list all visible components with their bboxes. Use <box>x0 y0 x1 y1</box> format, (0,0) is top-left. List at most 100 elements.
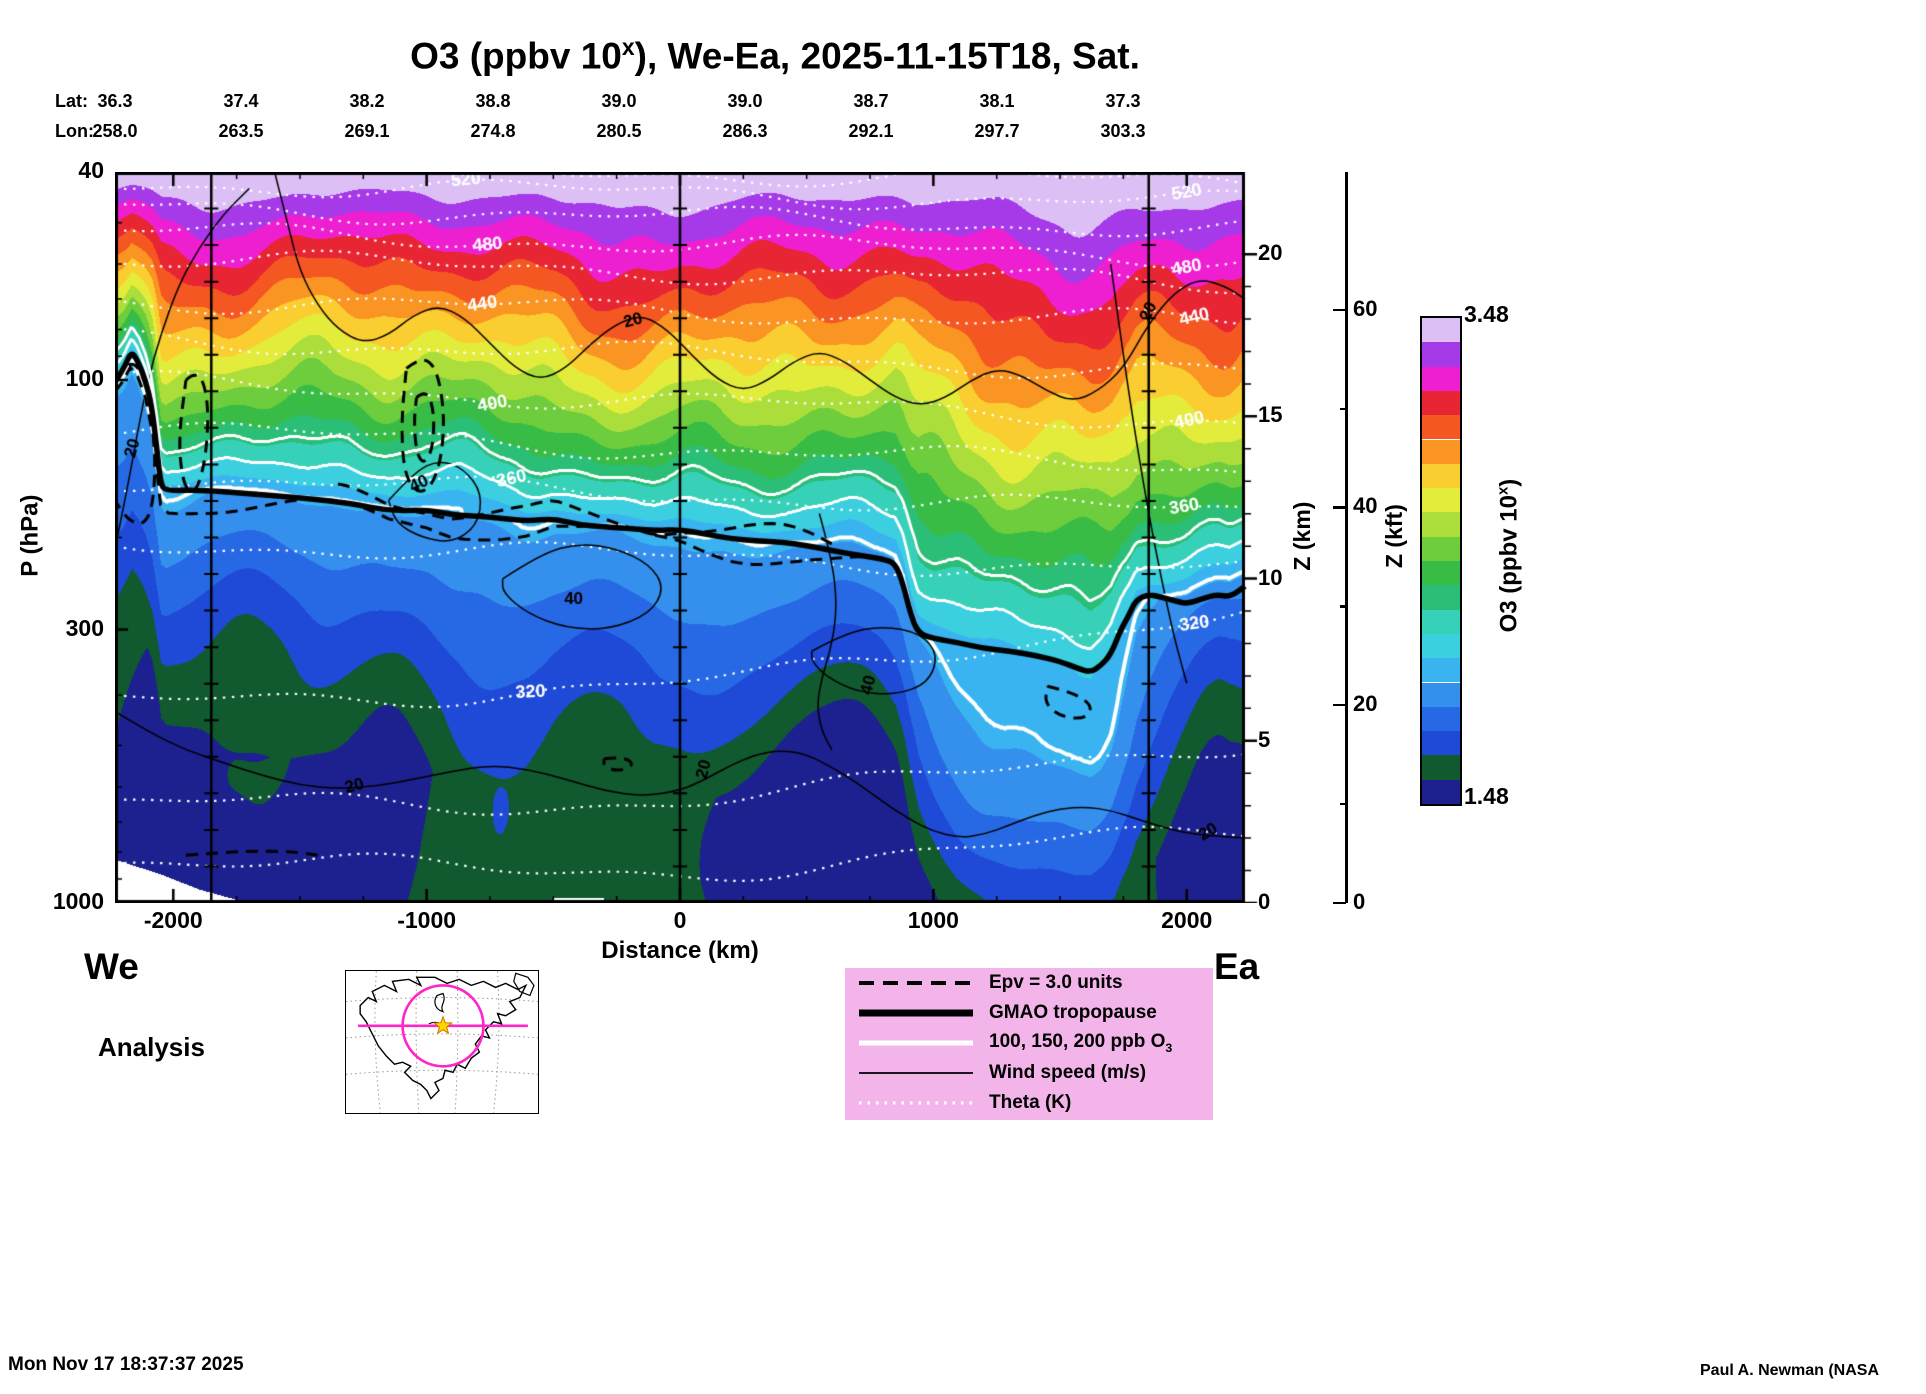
colorbar-band <box>1422 755 1460 780</box>
distance-tick-label: -1000 <box>397 907 457 933</box>
legend-item-label: GMAO tropopause <box>989 1002 1157 1023</box>
colorbar-title-superscript: x <box>1495 486 1512 496</box>
legend-item-label: 100, 150, 200 ppb O3 <box>989 1031 1173 1055</box>
z-km-tick-label: 0 <box>1258 889 1271 914</box>
legend-item: 100, 150, 200 ppb O3 <box>845 1028 1213 1058</box>
west-endpoint-label: We <box>84 946 139 987</box>
lon-value: 280.5 <box>596 121 642 141</box>
z-kft-tick <box>1340 803 1346 806</box>
z-kft-axis-line <box>1345 172 1348 903</box>
page-title: O3 (ppbv 10x), We-Ea, 2025-11-15T18, Sat… <box>100 34 1450 77</box>
z-kft-tick <box>1333 506 1346 509</box>
z-kft-tick <box>1333 308 1346 311</box>
colorbar-band <box>1422 779 1460 804</box>
lon-row-label: Lon: <box>55 121 94 141</box>
z-kft-tick <box>1340 605 1346 608</box>
z-kft-tick-label: 60 <box>1353 295 1378 321</box>
title-suffix: ), We-Ea, 2025-11-15T18, Sat. <box>634 35 1140 77</box>
legend-item: Theta (K) <box>845 1088 1213 1118</box>
lon-value: 263.5 <box>218 121 264 141</box>
colorbar-band <box>1422 366 1460 391</box>
location-star <box>432 1015 454 1035</box>
z-kft-tick <box>1333 902 1346 905</box>
colorbar-min-label: 1.48 <box>1464 783 1509 809</box>
z-km-tick-label: 15 <box>1258 402 1283 428</box>
legend-item-label: Epv = 3.0 units <box>989 972 1123 993</box>
z-kft-tick-label: 20 <box>1353 691 1378 717</box>
graticule <box>346 971 538 1113</box>
lat-value: 37.3 <box>1105 91 1141 111</box>
colorbar-band <box>1422 706 1460 732</box>
z-kft-tick <box>1340 407 1346 410</box>
colorbar-max-label: 3.48 <box>1464 301 1509 327</box>
colorbar-band <box>1422 439 1460 464</box>
colorbar-title-prefix: O3 (ppbv 10 <box>1495 495 1523 633</box>
colorbar-band <box>1422 536 1460 561</box>
z-km-tick-label: 20 <box>1258 240 1283 266</box>
distance-axis-title: Distance (km) <box>601 937 759 964</box>
lat-value: 38.2 <box>349 91 385 111</box>
graticule-line <box>454 971 459 1113</box>
z-km-tick-label: 10 <box>1258 564 1283 590</box>
colorbar-title: O3 (ppbv 10x) <box>1495 416 1523 696</box>
timestamp: Mon Nov 17 18:37:37 2025 <box>8 1354 244 1375</box>
legend-line-dashed-black <box>859 981 973 985</box>
lat-value: 38.8 <box>475 91 511 111</box>
z-kft-tick <box>1333 704 1346 707</box>
pressure-tick-label: 1000 <box>52 888 104 914</box>
colorbar-band <box>1422 658 1460 683</box>
lon-value: 274.8 <box>470 121 516 141</box>
analysis-label: Analysis <box>98 1032 205 1062</box>
pressure-tick-label: 40 <box>78 157 104 183</box>
distance-tick-label: 0 <box>673 907 687 933</box>
lat-value: 37.4 <box>223 91 259 111</box>
z-kft-tick-label: 40 <box>1353 493 1378 519</box>
graticule-line <box>493 971 500 1113</box>
colorbar-band <box>1422 731 1460 756</box>
lon-value: 286.3 <box>722 121 768 141</box>
colorbar-band <box>1422 488 1460 513</box>
pressure-axis-title: P (hPa) <box>16 494 44 577</box>
legend-line-thick-black <box>859 1009 973 1017</box>
legend-item-label: Theta (K) <box>989 1092 1072 1113</box>
lon-value: 269.1 <box>344 121 390 141</box>
lat-value: 39.0 <box>601 91 637 111</box>
colorbar-band <box>1422 463 1460 489</box>
cross-section-extent-circle <box>401 984 485 1068</box>
legend-item: GMAO tropopause <box>845 998 1213 1028</box>
lat-value: 38.1 <box>979 91 1015 111</box>
colorbar-band <box>1422 318 1460 343</box>
colorbar-band <box>1422 609 1460 634</box>
distance-tick-label: 2000 <box>1161 907 1213 933</box>
lon-value: 258.0 <box>92 121 138 141</box>
location-inset-map <box>345 970 539 1114</box>
lon-value: 303.3 <box>1100 121 1146 141</box>
legend-item: Wind speed (m/s) <box>845 1058 1213 1088</box>
colorbar-band <box>1422 682 1460 707</box>
legend: Epv = 3.0 units GMAO tropopause 100, 150, … <box>845 968 1213 1120</box>
coastline <box>359 976 528 1100</box>
z-km-tick-label: 5 <box>1258 726 1271 752</box>
east-endpoint-label: Ea <box>1214 946 1260 987</box>
z-kft-tick-label: 0 <box>1353 889 1366 914</box>
title-superscript: x <box>621 34 635 60</box>
colorbar-band <box>1422 561 1460 586</box>
pressure-tick-label: 300 <box>65 614 104 641</box>
distance-tick-label: 1000 <box>907 907 959 933</box>
graticule-line <box>346 1033 538 1039</box>
colorbar-band <box>1422 633 1460 659</box>
colorbar-band <box>1422 342 1460 367</box>
credit: Paul A. Newman (NASA <box>1700 1362 1879 1379</box>
z-km-axis-title: Z (km) <box>1288 501 1315 571</box>
hudson-bay <box>434 992 445 1013</box>
title-prefix: O3 (ppbv 10 <box>410 35 622 77</box>
lat-value: 36.3 <box>97 91 133 111</box>
colorbar-band <box>1422 512 1460 537</box>
legend-line-white-dotted <box>859 1101 973 1105</box>
legend-item-label: Wind speed (m/s) <box>989 1062 1147 1083</box>
lat-value: 39.0 <box>727 91 763 111</box>
lon-value: 297.7 <box>974 121 1020 141</box>
colorbar-band <box>1422 585 1460 610</box>
o3-field-canvas <box>115 172 1265 903</box>
